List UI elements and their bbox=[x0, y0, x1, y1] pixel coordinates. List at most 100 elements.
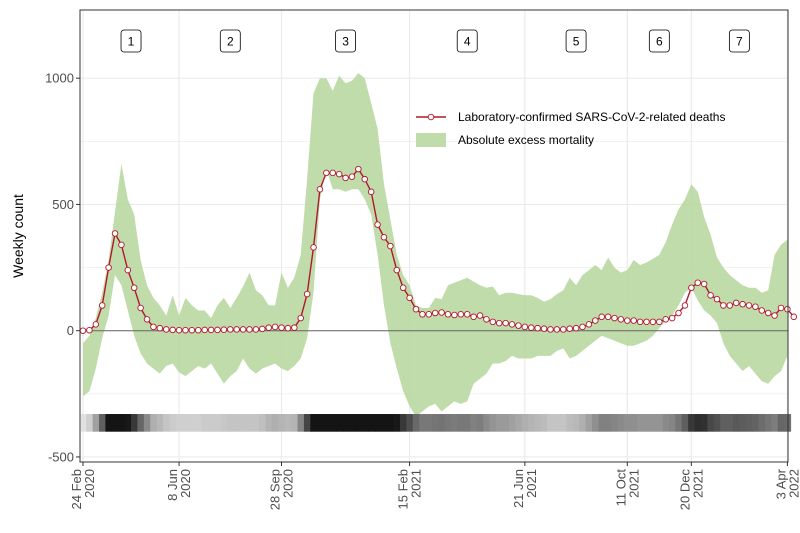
deaths-point bbox=[540, 325, 548, 332]
week-stripe-cell bbox=[483, 414, 491, 432]
week-stripe-cell bbox=[700, 414, 708, 432]
deaths-point bbox=[713, 295, 721, 303]
deaths-point bbox=[220, 326, 228, 333]
deaths-point bbox=[771, 312, 778, 319]
deaths-point bbox=[726, 302, 734, 309]
week-stripe-cell bbox=[233, 414, 241, 432]
deaths-point bbox=[246, 326, 253, 333]
week-stripe-cell bbox=[316, 414, 324, 432]
week-stripe-cell bbox=[303, 414, 311, 432]
week-stripe-cell bbox=[572, 414, 580, 432]
week-stripe-cell bbox=[342, 414, 350, 432]
week-stripe-cell bbox=[675, 414, 683, 432]
week-stripe-cell bbox=[406, 414, 414, 432]
deaths-point bbox=[207, 326, 215, 334]
week-stripe-cell bbox=[528, 414, 535, 432]
week-stripe-cell bbox=[656, 414, 663, 432]
deaths-point bbox=[457, 311, 465, 318]
week-stripe-cell bbox=[131, 414, 138, 432]
x-tick-label-date: 8 Jun bbox=[165, 469, 180, 501]
deaths-point bbox=[777, 304, 785, 312]
week-stripe-cell bbox=[124, 414, 132, 432]
week-stripe-cell bbox=[713, 414, 721, 432]
phase-label: 4 bbox=[464, 35, 471, 49]
deaths-point bbox=[393, 266, 401, 274]
deaths-point bbox=[169, 326, 176, 334]
week-stripe-cell bbox=[86, 414, 94, 432]
phase-label-box bbox=[120, 29, 142, 53]
week-stripe-cell bbox=[560, 414, 567, 432]
deaths-point bbox=[425, 311, 433, 318]
week-stripe-cell bbox=[169, 414, 177, 432]
deaths-point bbox=[579, 323, 586, 331]
deaths-point bbox=[137, 304, 144, 312]
x-tick-label-date: 3 Apr bbox=[773, 468, 788, 499]
week-stripe-cell bbox=[188, 414, 196, 432]
week-stripe-cell bbox=[220, 414, 228, 432]
deaths-point bbox=[700, 280, 708, 288]
week-stripe-cell bbox=[361, 414, 369, 432]
x-tick-label-date: 28 Sep bbox=[268, 469, 283, 510]
deaths-point bbox=[380, 234, 388, 241]
deaths-point bbox=[265, 324, 272, 331]
x-tick-label-year: 2021 bbox=[690, 469, 705, 498]
week-stripe-cell bbox=[681, 414, 689, 432]
deaths-point bbox=[534, 324, 541, 332]
week-stripe-cell bbox=[143, 414, 151, 432]
deaths-point bbox=[412, 305, 420, 313]
deaths-point bbox=[92, 321, 100, 328]
deaths-point bbox=[547, 326, 554, 333]
week-stripe-cell bbox=[694, 414, 702, 432]
deaths-point bbox=[310, 244, 317, 251]
deaths-point bbox=[572, 324, 580, 332]
week-stripe-cell bbox=[739, 414, 747, 432]
week-stripe-cell bbox=[566, 414, 574, 432]
week-stripe-cell bbox=[630, 414, 638, 432]
deaths-point bbox=[438, 309, 445, 316]
deaths-point bbox=[784, 305, 791, 313]
plot-panel-border bbox=[79, 9, 789, 463]
week-stripe-cell bbox=[419, 414, 426, 432]
week-stripe-cell bbox=[81, 414, 87, 432]
x-tick-label-date: 24 Feb bbox=[69, 469, 84, 509]
deaths-point bbox=[463, 311, 471, 318]
deaths-point bbox=[502, 319, 509, 327]
deaths-point bbox=[150, 323, 157, 331]
week-stripe-cell bbox=[297, 414, 305, 432]
week-stripe-cell bbox=[752, 414, 759, 432]
week-stripe-cell bbox=[387, 414, 394, 432]
x-tick-label-year: 2022 bbox=[786, 469, 800, 498]
phase-label: 1 bbox=[128, 35, 135, 49]
deaths-point bbox=[227, 326, 234, 333]
x-tick-label-date: 21 Jun bbox=[511, 469, 526, 508]
legend-band-key bbox=[416, 133, 446, 147]
week-stripe-cell bbox=[374, 414, 382, 432]
week-stripe-cell bbox=[496, 414, 503, 432]
deaths-point bbox=[732, 299, 740, 307]
week-stripe-cell bbox=[118, 414, 126, 432]
week-stripe-cell bbox=[771, 414, 779, 432]
week-stripe-cell bbox=[764, 414, 772, 432]
deaths-point bbox=[694, 279, 702, 286]
week-stripe-cell bbox=[534, 414, 542, 432]
deaths-point bbox=[643, 318, 650, 326]
week-stripe-cell bbox=[777, 414, 785, 432]
deaths-point bbox=[361, 175, 369, 183]
week-stripe-cell bbox=[227, 414, 234, 432]
week-stripe-cell bbox=[508, 414, 516, 432]
week-stripe-cell bbox=[598, 414, 606, 432]
phase-label: 7 bbox=[736, 35, 743, 49]
week-stripe-cell bbox=[348, 414, 356, 432]
week-stripe-cell bbox=[271, 414, 279, 432]
deaths-point bbox=[239, 326, 247, 333]
week-stripe-cell bbox=[464, 414, 471, 432]
deaths-point bbox=[739, 300, 746, 308]
week-stripe-cell bbox=[393, 414, 401, 432]
deaths-point bbox=[130, 284, 138, 292]
week-stripe-cell bbox=[745, 414, 753, 432]
week-stripe-cell bbox=[732, 414, 740, 432]
week-stripe-cell bbox=[624, 414, 631, 432]
deaths-point bbox=[636, 318, 644, 326]
deaths-point bbox=[675, 309, 682, 317]
